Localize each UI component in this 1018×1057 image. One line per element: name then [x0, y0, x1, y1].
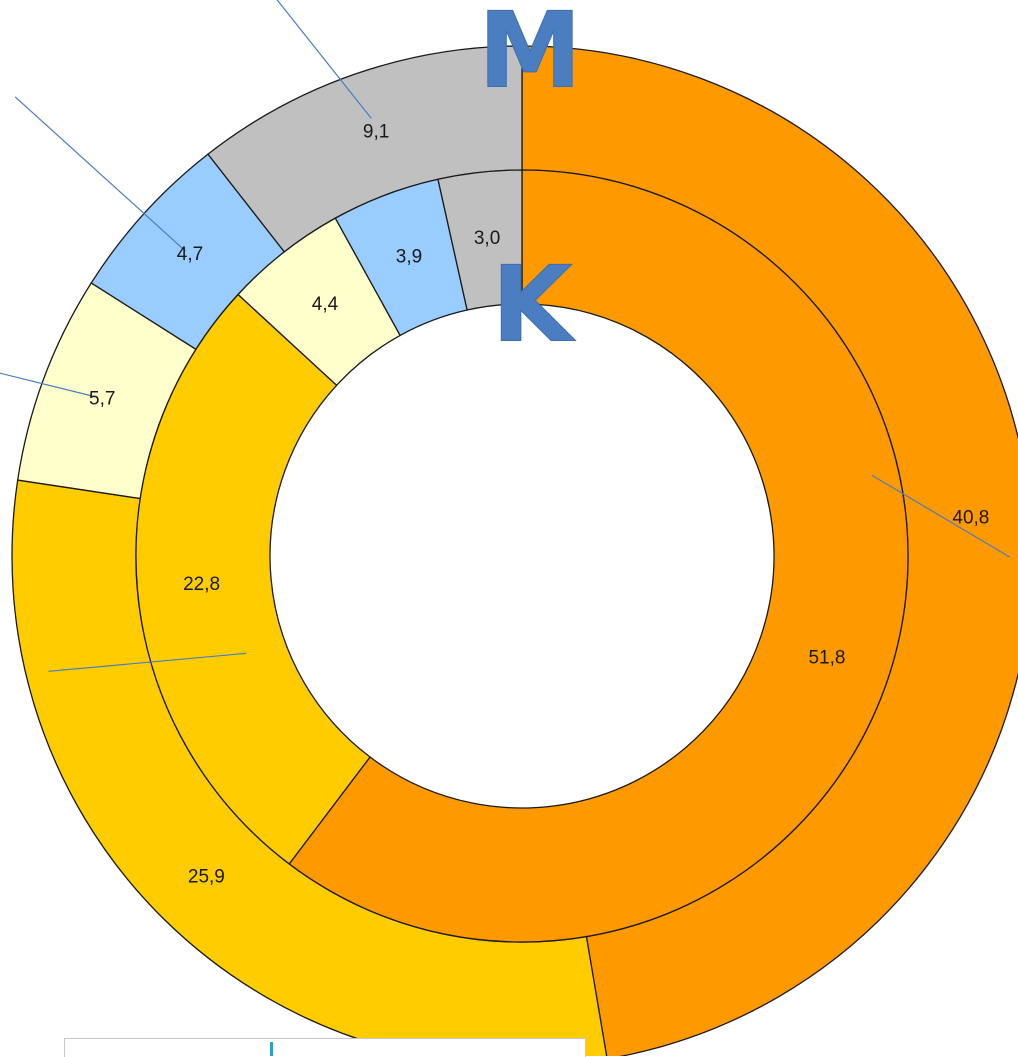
- inner-ring-name: K: [492, 243, 576, 365]
- leader-line-3: [0, 372, 96, 398]
- leader-line-2: [14, 96, 186, 252]
- ring-2-value-label-3: 4,4: [312, 294, 339, 315]
- ring-letters: M K: [478, 0, 583, 366]
- ring-2-value-label-2: 22,8: [183, 574, 220, 595]
- leader-line-5: [871, 474, 1010, 558]
- ring-2-slice-2: [135, 293, 371, 865]
- outer-ring: [11, 45, 1018, 1056]
- ring-1-value-label-4: 4,7: [177, 244, 203, 265]
- outer-ring-name: M: [478, 0, 582, 111]
- value-labels: 40,8 25,9 5,7 4,7 9,1 51,8 22,8 4,4 3,9 3,0: [89, 121, 989, 887]
- ring-1-value-label-3: 5,7: [89, 388, 115, 409]
- ring-2-value-label-1: 51,8: [808, 647, 845, 668]
- ring-2-value-label-4: 3,9: [396, 247, 422, 268]
- ring-2-slice-5: [437, 169, 523, 311]
- text-cursor: [270, 1042, 273, 1056]
- ring-1-value-label-1: 40,8: [952, 507, 989, 528]
- ring-2-slice-1: [288, 169, 909, 943]
- ring-1-value-label-2: 25,9: [188, 866, 225, 887]
- leader-line-1: [276, 0, 372, 119]
- bottom-text-box: [64, 1038, 586, 1057]
- leader-lines: [0, 0, 1010, 672]
- ring-1-value-label-5: 9,1: [363, 121, 389, 142]
- leader-line-4: [48, 652, 247, 672]
- ring-2-value-label-5: 3,0: [474, 228, 500, 249]
- inner-ring: [135, 169, 909, 943]
